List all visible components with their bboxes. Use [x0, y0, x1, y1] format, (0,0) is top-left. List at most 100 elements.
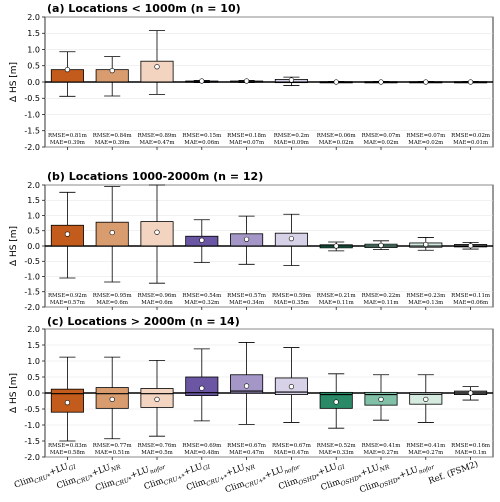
rmse-label: RMSE=0.22m — [362, 293, 401, 299]
rmse-label: RMSE=0.02m — [451, 133, 490, 139]
mae-label: MAE=0.06m — [184, 140, 219, 146]
y-tick-label: -0.5 — [24, 257, 40, 266]
y-tick-label: 0.0 — [27, 78, 40, 87]
y-axis-label: Δ HS [m] — [9, 373, 19, 413]
mae-label: MAE=0.27m — [408, 450, 443, 456]
mae-label: MAE=0.39m — [95, 140, 130, 146]
y-tick-label: 0.5 — [27, 227, 40, 236]
mae-label: MAE=0.34m — [229, 300, 264, 306]
panel-3: (c) Locations > 2000m (n = 14) 2.0 1.5 1.0 0… — [9, 315, 494, 462]
category-landuse-subscript: GI — [68, 463, 78, 472]
mean-marker — [378, 79, 384, 85]
mean-marker — [423, 79, 429, 85]
mae-label: MAE=0.48m — [184, 450, 219, 456]
mean-marker — [288, 77, 295, 83]
mean-marker — [109, 229, 115, 236]
y-tick-label: 2.0 — [27, 13, 40, 22]
y-tick-label: 0.5 — [27, 62, 40, 71]
mean-marker — [64, 400, 70, 406]
mean-marker — [199, 385, 205, 391]
mae-label: MAE=0.02m — [364, 140, 399, 146]
mae-label: MAE=0.02m — [319, 140, 354, 146]
mae-label: MAE=0.02m — [408, 140, 443, 146]
y-tick-label: -0.5 — [24, 94, 40, 103]
rmse-label: RMSE=0.16m — [451, 443, 490, 449]
rmse-label: RMSE=0.83m — [48, 443, 87, 449]
rmse-label: RMSE=0.54m — [182, 293, 221, 299]
mae-label: MAE=0.27m — [364, 450, 399, 456]
rmse-label: RMSE=0.59m — [272, 293, 311, 299]
y-tick-label: 0.5 — [27, 373, 40, 382]
mean-marker — [154, 229, 160, 235]
mae-label: MAE=0.32m — [184, 300, 219, 306]
rmse-label: RMSE=0.77m — [93, 443, 132, 449]
rmse-label: RMSE=0.23m — [406, 293, 445, 299]
mean-marker — [64, 231, 70, 237]
y-tick-label: 2.0 — [27, 181, 40, 190]
mean-marker — [199, 237, 205, 243]
rmse-label: RMSE=0.18m — [227, 133, 266, 139]
mae-label: MAE=0.6m — [141, 300, 173, 306]
mean-marker — [244, 383, 250, 389]
y-tick-label: 1.0 — [27, 357, 40, 366]
rmse-label: RMSE=0.67m — [272, 443, 311, 449]
mae-label: MAE=0.13m — [408, 300, 443, 306]
mae-label: MAE=0.39m — [50, 140, 85, 146]
mae-label: MAE=0.47m — [274, 450, 309, 456]
mean-marker — [378, 396, 384, 403]
mean-marker — [109, 396, 115, 403]
mean-marker — [109, 68, 115, 74]
y-tick-label: -0.5 — [24, 405, 40, 414]
mae-label: MAE=0.07m — [229, 140, 264, 146]
rmse-label: RMSE=0.81m — [48, 133, 87, 139]
y-tick-label: -1.0 — [24, 110, 40, 119]
panel-2: (b) Locations 1000-2000m (n = 12) 2.0 1.5 1… — [9, 170, 494, 312]
mae-label: MAE=0.09m — [274, 140, 309, 146]
rmse-label: RMSE=0.69m — [182, 443, 221, 449]
rmse-label: RMSE=0.21m — [317, 293, 356, 299]
category-landuse-subscript: NR — [109, 463, 122, 473]
mean-marker — [154, 396, 160, 403]
rmse-label: RMSE=0.89m — [138, 133, 177, 139]
mae-label: MAE=0.58m — [50, 450, 85, 456]
mean-marker — [378, 242, 384, 248]
rmse-label: RMSE=0.06m — [317, 133, 356, 139]
mae-label: MAE=0.35m — [274, 300, 309, 306]
rmse-label: RMSE=0.52m — [317, 443, 356, 449]
mae-label: MAE=0.01m — [453, 140, 488, 146]
y-tick-label: 1.5 — [27, 29, 40, 38]
mean-marker — [288, 236, 295, 242]
y-tick-label: -2.0 — [24, 453, 40, 462]
y-tick-label: 1.5 — [27, 341, 40, 350]
rmse-label: RMSE=0.95m — [93, 293, 132, 299]
mean-marker — [423, 241, 429, 248]
mae-label: MAE=0.6m — [96, 300, 128, 306]
y-tick-label: -2.0 — [24, 303, 40, 312]
y-tick-label: -1.5 — [24, 127, 40, 136]
y-axis-label: Δ HS [m] — [9, 226, 19, 266]
y-tick-label: -2.0 — [24, 143, 40, 152]
rmse-label: RMSE=0.15m — [182, 133, 221, 139]
